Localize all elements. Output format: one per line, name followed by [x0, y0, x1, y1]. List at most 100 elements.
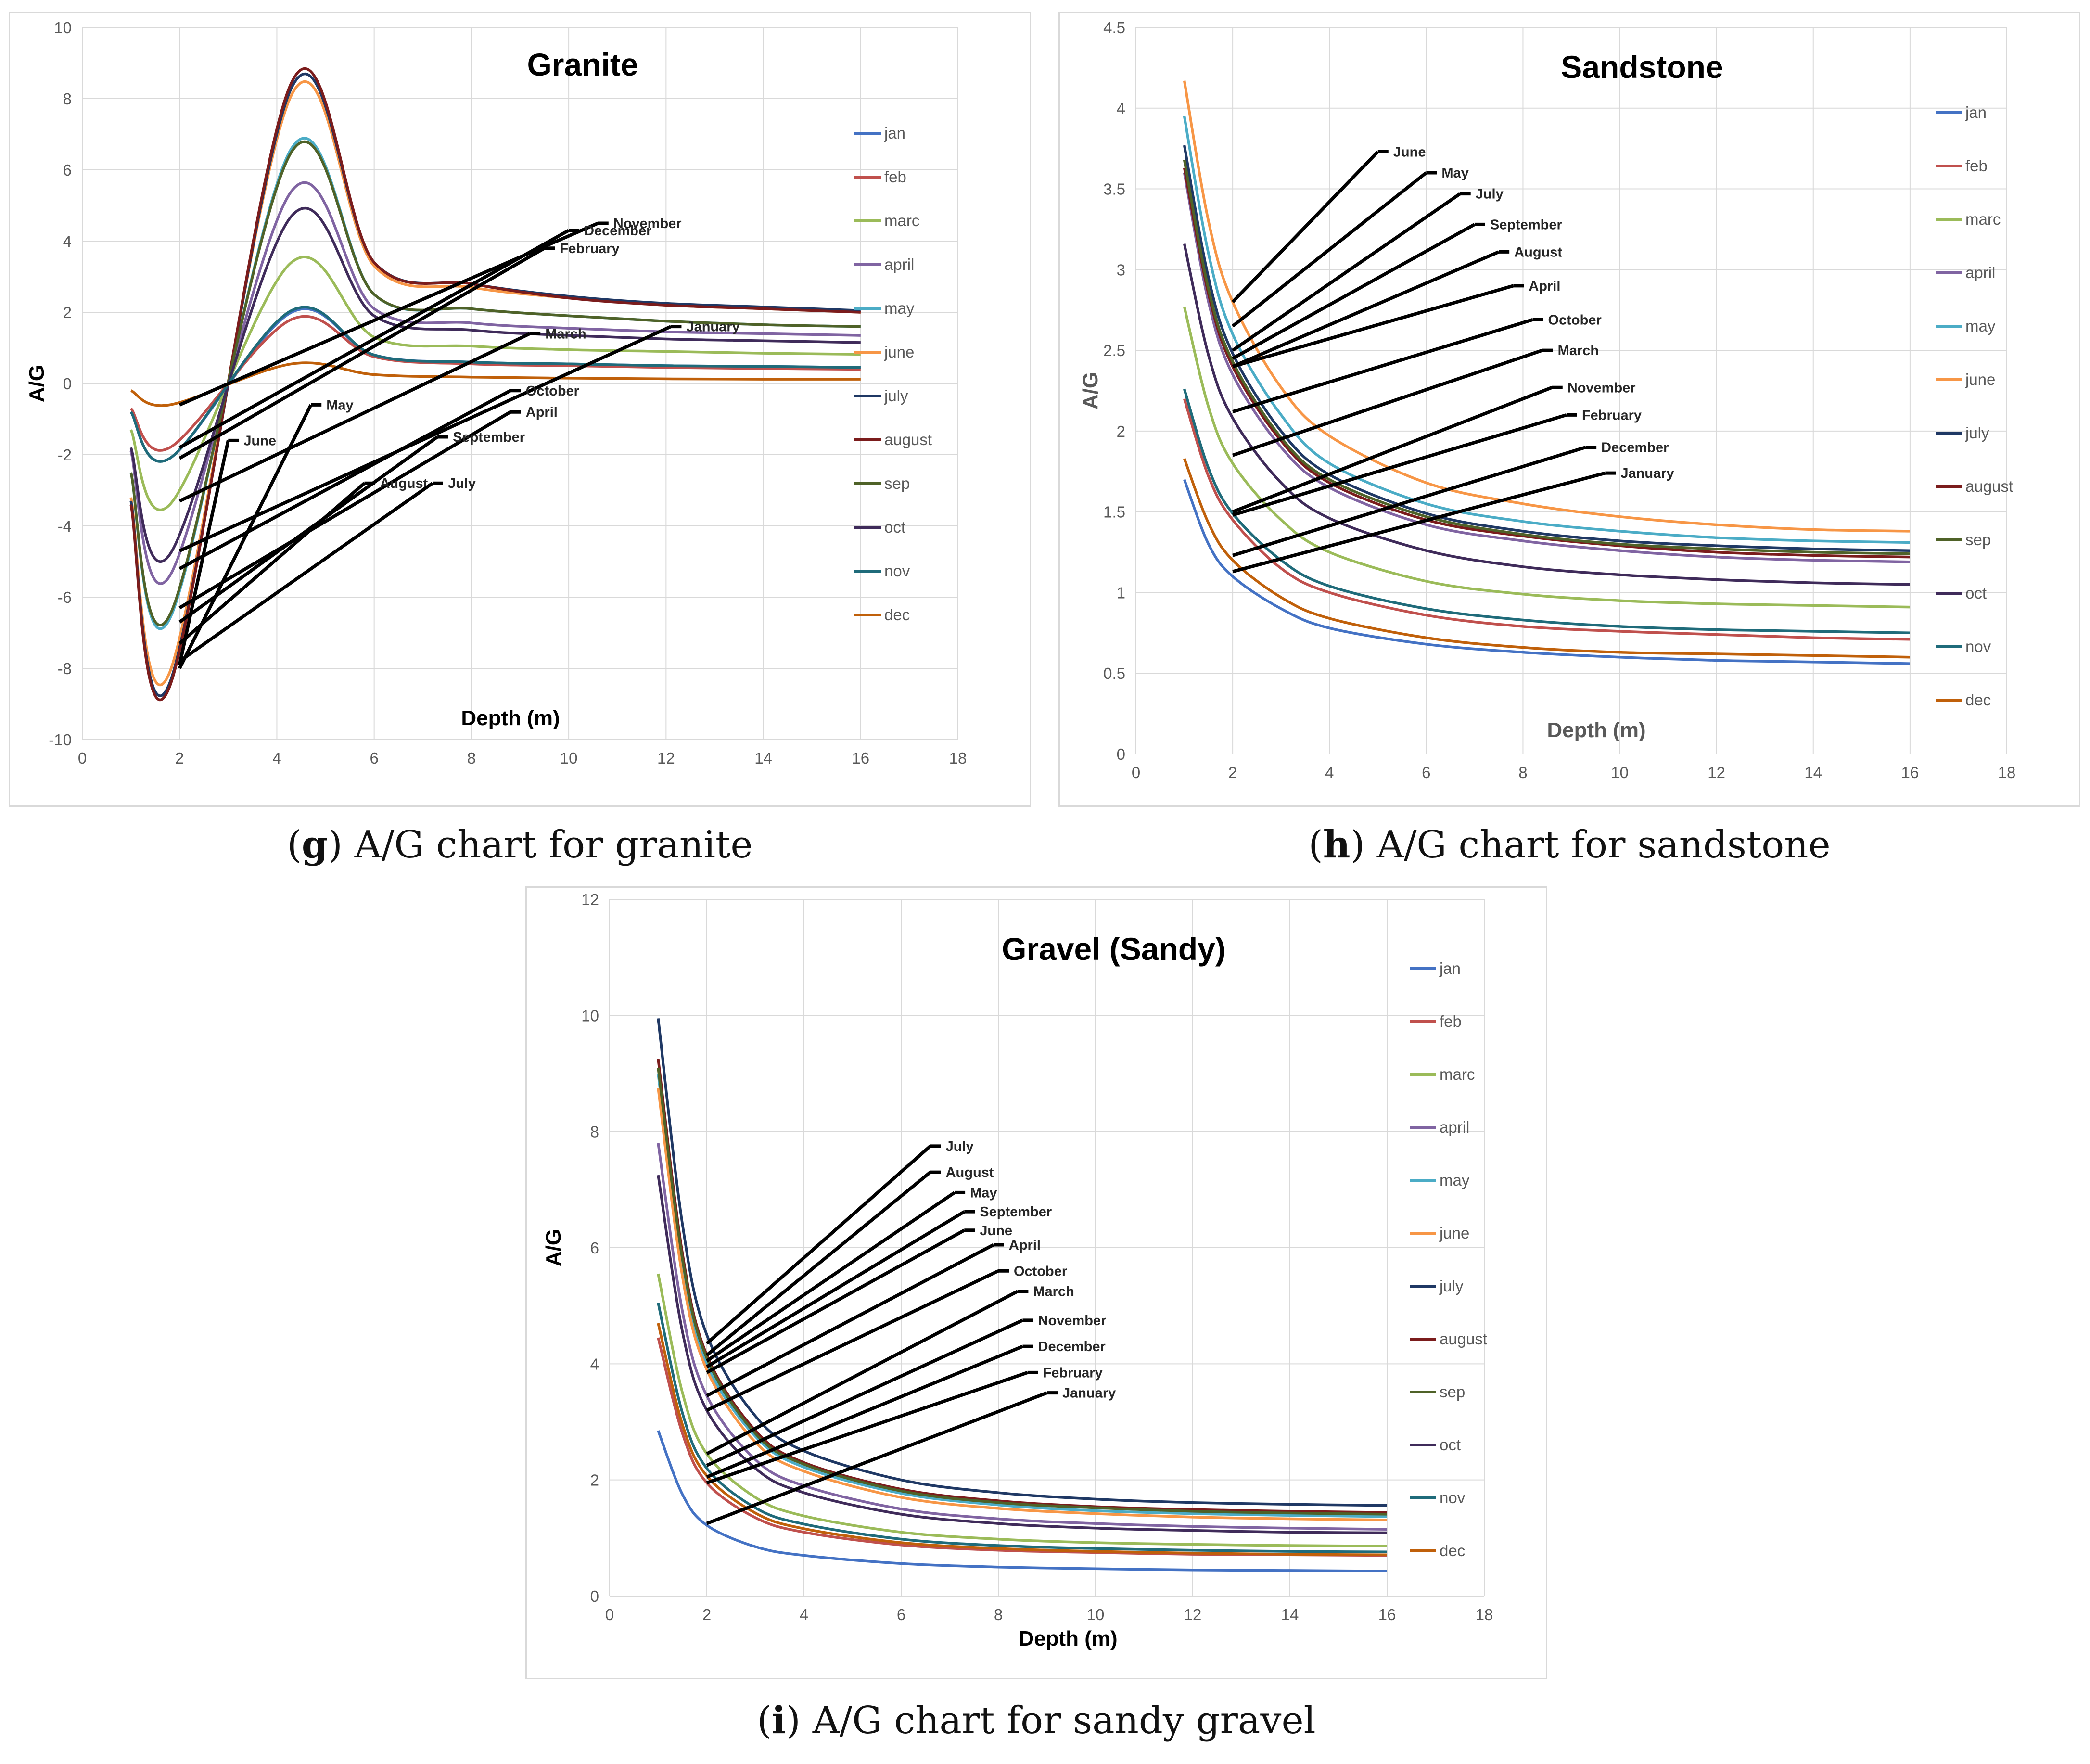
x-tick-label: 14 — [1804, 764, 1822, 781]
y-tick-label: 10 — [54, 19, 72, 37]
legend-label-jan: jan — [884, 124, 905, 142]
series-line-june — [1183, 80, 1910, 533]
legend-label-feb: feb — [1965, 157, 1988, 175]
legend-label-nov: nov — [1440, 1489, 1466, 1507]
annotation-label: October — [1548, 312, 1602, 328]
legend-label-august: august — [1440, 1330, 1487, 1348]
legend-label-may: may — [1965, 317, 1996, 335]
x-axis-label: Depth (m) — [1019, 1627, 1117, 1650]
chart-title: Gravel (Sandy) — [1002, 931, 1226, 967]
legend-label-jan: jan — [1439, 959, 1461, 977]
x-tick-label: 12 — [1708, 764, 1725, 781]
series-line-august — [129, 67, 861, 702]
legend-label-oct: oct — [1440, 1436, 1461, 1454]
granite-chart: 0 2 4 6 8 10 12 14 16 18 -10 -8 -6 -4 -2 0 2 4 6 8 10 Novembe… — [25, 19, 967, 767]
series-line-may — [1183, 116, 1910, 544]
caption-granite: (g) A/G chart for granite — [287, 823, 753, 867]
gridlines — [82, 27, 958, 740]
annotation-line — [706, 1191, 956, 1363]
legend-label-april: april — [884, 256, 914, 273]
legend-label-sep: sep — [884, 474, 910, 492]
series-line-july — [1183, 145, 1910, 552]
y-tick-label: 8 — [63, 90, 72, 108]
tick-labels: 0 2 4 6 8 10 12 14 16 18 0 0.5 1 1.5 2 2.5 3 3.5 4 4.5 — [1103, 19, 2015, 781]
annotation-line — [706, 1391, 1048, 1525]
y-tick-label: 0.5 — [1103, 665, 1125, 682]
legend-label-july: july — [1439, 1277, 1464, 1295]
y-tick-label: 2 — [590, 1471, 599, 1489]
annotation-line — [706, 1210, 966, 1368]
annotation-label: March — [1558, 343, 1599, 358]
annotation-line — [706, 1318, 1023, 1467]
x-tick-label: 8 — [467, 749, 476, 767]
x-tick-label: 12 — [1184, 1606, 1202, 1623]
y-tick-label: -4 — [58, 517, 72, 535]
series-line-marc — [129, 256, 861, 511]
granite-chart-panel: 0 2 4 6 8 10 12 14 16 18 -10 -8 -6 -4 -2 0 2 4 6 8 10 Novembe… — [9, 12, 1031, 807]
annotation-label: January — [1062, 1386, 1116, 1401]
series-line-april — [657, 1143, 1388, 1531]
series-lines — [129, 67, 861, 702]
series-line-oct — [657, 1175, 1388, 1534]
y-tick-label: 1.5 — [1103, 503, 1125, 521]
y-tick-label: -8 — [58, 660, 72, 677]
annotation-line — [706, 1269, 999, 1412]
annotation-label: February — [560, 241, 620, 256]
x-tick-label: 0 — [605, 1606, 614, 1623]
legend-label-marc: marc — [1440, 1065, 1475, 1083]
legend-label-feb: feb — [884, 168, 906, 186]
annotation-label: July — [448, 476, 476, 491]
y-tick-label: -6 — [58, 588, 72, 606]
gridlines — [1135, 27, 2007, 754]
annotation-line — [706, 1371, 1028, 1485]
x-tick-label: 16 — [852, 749, 869, 767]
annotation-line — [1232, 223, 1476, 360]
x-tick-label: 10 — [560, 749, 578, 767]
annotation-label: September — [453, 430, 525, 445]
legend-label-sep: sep — [1965, 531, 1991, 549]
legend-label-july: july — [884, 387, 908, 405]
annotation-line — [706, 1290, 1019, 1456]
legend-label-marc: marc — [1965, 210, 2001, 228]
series-line-july — [657, 1018, 1388, 1507]
x-tick-label: 2 — [1228, 764, 1237, 781]
caption-letter: h — [1323, 823, 1351, 867]
annotation-label: May — [1441, 166, 1468, 181]
annotation-label: May — [970, 1185, 997, 1201]
series-line-jan — [1183, 479, 1910, 665]
annotation-line — [178, 482, 434, 663]
annotation-line — [1232, 413, 1567, 517]
annotation-label: July — [946, 1139, 974, 1154]
x-tick-label: 6 — [370, 749, 378, 767]
legend-label-june: june — [1965, 371, 1995, 388]
series-line-june — [657, 1087, 1388, 1521]
annotation-label: February — [1043, 1365, 1103, 1381]
legend-label-oct: oct — [1965, 584, 1987, 602]
annotation-line — [178, 440, 230, 665]
legend-label-april: april — [1440, 1118, 1469, 1136]
y-axis-label: A/G — [1079, 372, 1102, 409]
legend-label-august: august — [884, 431, 932, 448]
sandstone-chart: 0 2 4 6 8 10 12 14 16 18 0 0.5 1 1.5 2 2.5 3 3.5 4 4.5 June M… — [1079, 19, 2015, 781]
caption-sandy-gravel: (i) A/G chart for sandy gravel — [757, 1699, 1316, 1742]
annotation-label: September — [980, 1204, 1052, 1220]
y-tick-label: 3.5 — [1103, 180, 1125, 198]
y-tick-label: -10 — [49, 731, 72, 749]
caption-text: A/G chart for granite — [354, 823, 753, 867]
annotation-line — [1232, 446, 1587, 557]
legend-label-dec: dec — [1965, 691, 1991, 709]
annotation-line — [178, 229, 570, 449]
chart-title: Sandstone — [1561, 49, 1723, 85]
series-line-nov — [657, 1303, 1388, 1554]
x-tick-label: 0 — [78, 749, 87, 767]
caption-letter: g — [301, 823, 328, 867]
annotation-label: August — [380, 476, 428, 491]
annotation-label: May — [326, 397, 353, 413]
y-tick-label: 4 — [63, 232, 72, 250]
series-line-feb — [1183, 398, 1910, 641]
legend-label-marc: marc — [884, 212, 919, 230]
sandstone-chart-panel: 0 2 4 6 8 10 12 14 16 18 0 0.5 1 1.5 2 2.5 3 3.5 4 4.5 June M… — [1058, 12, 2080, 807]
y-tick-label: 0 — [1117, 745, 1125, 763]
